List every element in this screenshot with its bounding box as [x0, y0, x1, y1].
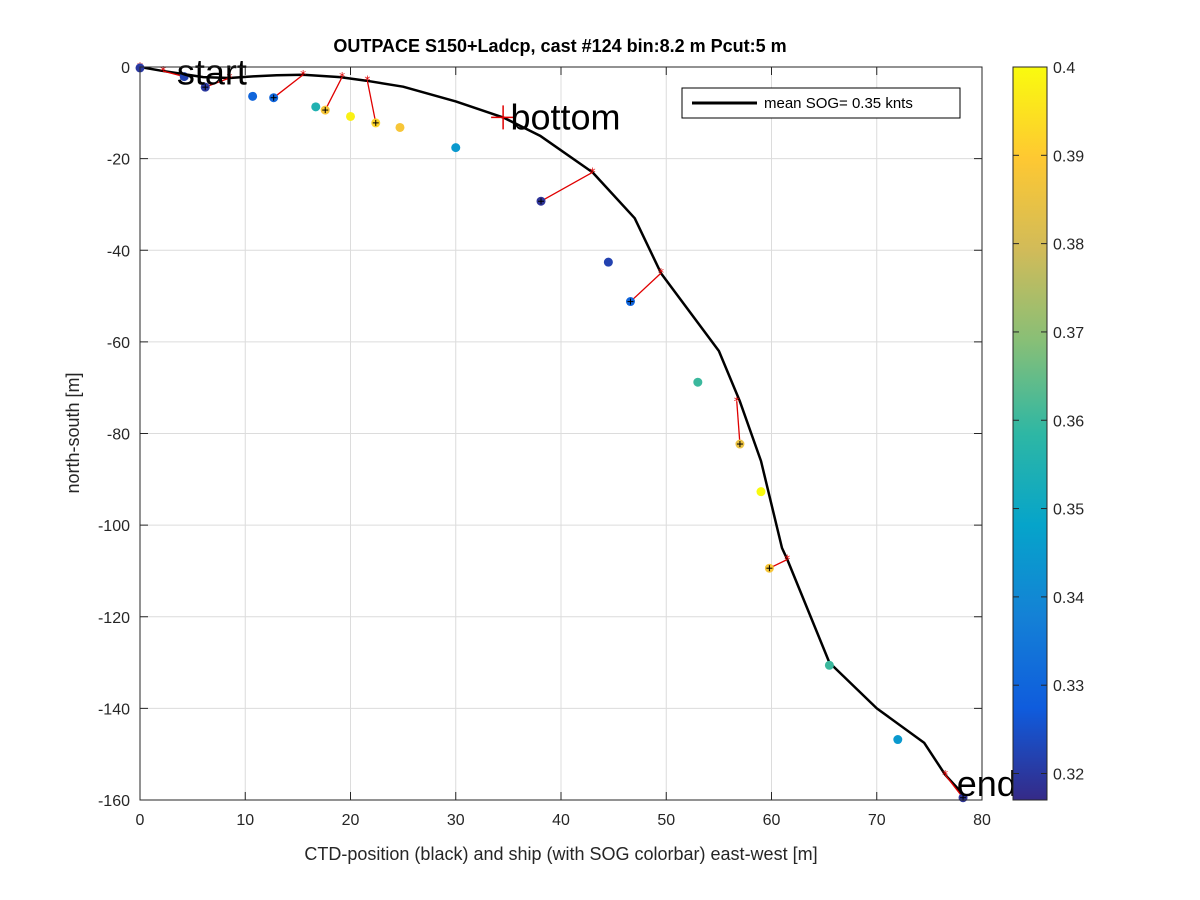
y-tick-label: -80	[107, 427, 130, 444]
y-tick-label: -60	[107, 335, 130, 352]
ship-point	[311, 102, 321, 112]
colorbar: 0.32 0.33 0.34 0.35 0.36 0.37 0.38 0.39 0.4	[1012, 60, 1084, 801]
red-star-marker: *	[658, 266, 664, 280]
x-tick-label: 80	[973, 812, 991, 829]
x-tick-label: 70	[868, 812, 886, 829]
red-star-marker: *	[734, 394, 740, 408]
chart-title: OUTPACE S150+Ladcp, cast #124 bin:8.2 m …	[333, 36, 786, 56]
y-tick-label: 0	[121, 60, 130, 77]
y-axis-label: north-south [m]	[63, 372, 83, 493]
x-axis-label: CTD-position (black) and ship (with SOG …	[304, 844, 817, 864]
y-tick-label: -120	[98, 610, 130, 627]
x-tick-label: 0	[136, 812, 145, 829]
red-star-marker: *	[226, 71, 232, 85]
colorbar-ticks: 0.32 0.33 0.34 0.35 0.36 0.37 0.38 0.39 0.4	[1013, 60, 1084, 784]
x-tick-label: 40	[552, 812, 570, 829]
red-star-marker: *	[364, 74, 370, 88]
ctd-track	[139, 65, 966, 797]
ctd-track-line	[139, 65, 966, 797]
legend: mean SOG= 0.35 knts	[681, 87, 961, 119]
starred-points	[202, 84, 967, 801]
x-tick-label: 20	[342, 812, 360, 829]
red-star-marker: *	[339, 70, 345, 84]
y-tick-label: -20	[107, 152, 130, 169]
x-tick-label: 10	[236, 812, 254, 829]
red-star-marker: *	[942, 768, 948, 782]
ship-point	[346, 111, 355, 121]
ship-point	[451, 143, 461, 153]
y-tick-label: -140	[98, 701, 130, 718]
colorbar-tick-label: 0.34	[1053, 590, 1084, 607]
colorbar-tick-label: 0.35	[1053, 502, 1084, 519]
colorbar-tick-label: 0.37	[1053, 325, 1084, 342]
red-link-line	[540, 171, 593, 202]
plot-area: 0 10 20 30 40 50 60 70 80 -160 -140 -120 -100 -80 -60…	[98, 51, 1017, 829]
annotation-bottom: bottom	[510, 96, 620, 137]
red-link-line	[944, 774, 964, 799]
red-link-line	[273, 74, 304, 99]
ship-point	[179, 72, 189, 82]
colorbar-tick-label: 0.33	[1053, 678, 1084, 695]
y-tick-label: -100	[98, 518, 130, 535]
colorbar-tick-label: 0.38	[1053, 237, 1084, 254]
red-link-line	[736, 401, 741, 445]
red-star-marker: *	[784, 552, 790, 566]
grid	[140, 67, 982, 800]
y-axis-ticks: -160 -140 -120 -100 -80 -60 -40 -20 0	[98, 60, 982, 810]
colorbar-gradient	[1012, 66, 1048, 801]
red-star-marker: *	[300, 68, 306, 82]
colorbar-tick-label: 0.32	[1053, 767, 1084, 784]
red-star-marker: *	[160, 64, 166, 78]
red-link-line	[366, 80, 377, 124]
red-link-line	[324, 76, 343, 111]
colorbar-tick-label: 0.4	[1053, 60, 1075, 77]
ship-point	[893, 735, 903, 745]
ship-point	[756, 487, 766, 497]
plot-frame	[139, 66, 983, 801]
ship-point	[248, 91, 258, 101]
annotations: start bottom end	[177, 51, 1017, 803]
y-tick-label: -160	[98, 793, 130, 810]
annotation-start: start	[177, 51, 247, 92]
legend-label: mean SOG= 0.35 knts	[764, 95, 913, 112]
colorbar-tick-label: 0.36	[1053, 413, 1084, 430]
x-tick-label: 60	[763, 812, 781, 829]
ship-point	[693, 377, 703, 387]
x-tick-label: 30	[447, 812, 465, 829]
x-tick-label: 50	[657, 812, 675, 829]
y-tick-label: -40	[107, 243, 130, 260]
red-link-line	[630, 272, 662, 303]
annotation-end: end	[957, 763, 1017, 804]
ship-point	[824, 660, 834, 670]
red-star-marker: *	[590, 165, 596, 179]
ship-point	[395, 122, 405, 132]
colorbar-tick-label: 0.39	[1053, 148, 1084, 165]
x-axis-ticks: 0 10 20 30 40 50 60 70 80	[136, 67, 991, 829]
ship-point	[603, 257, 613, 267]
